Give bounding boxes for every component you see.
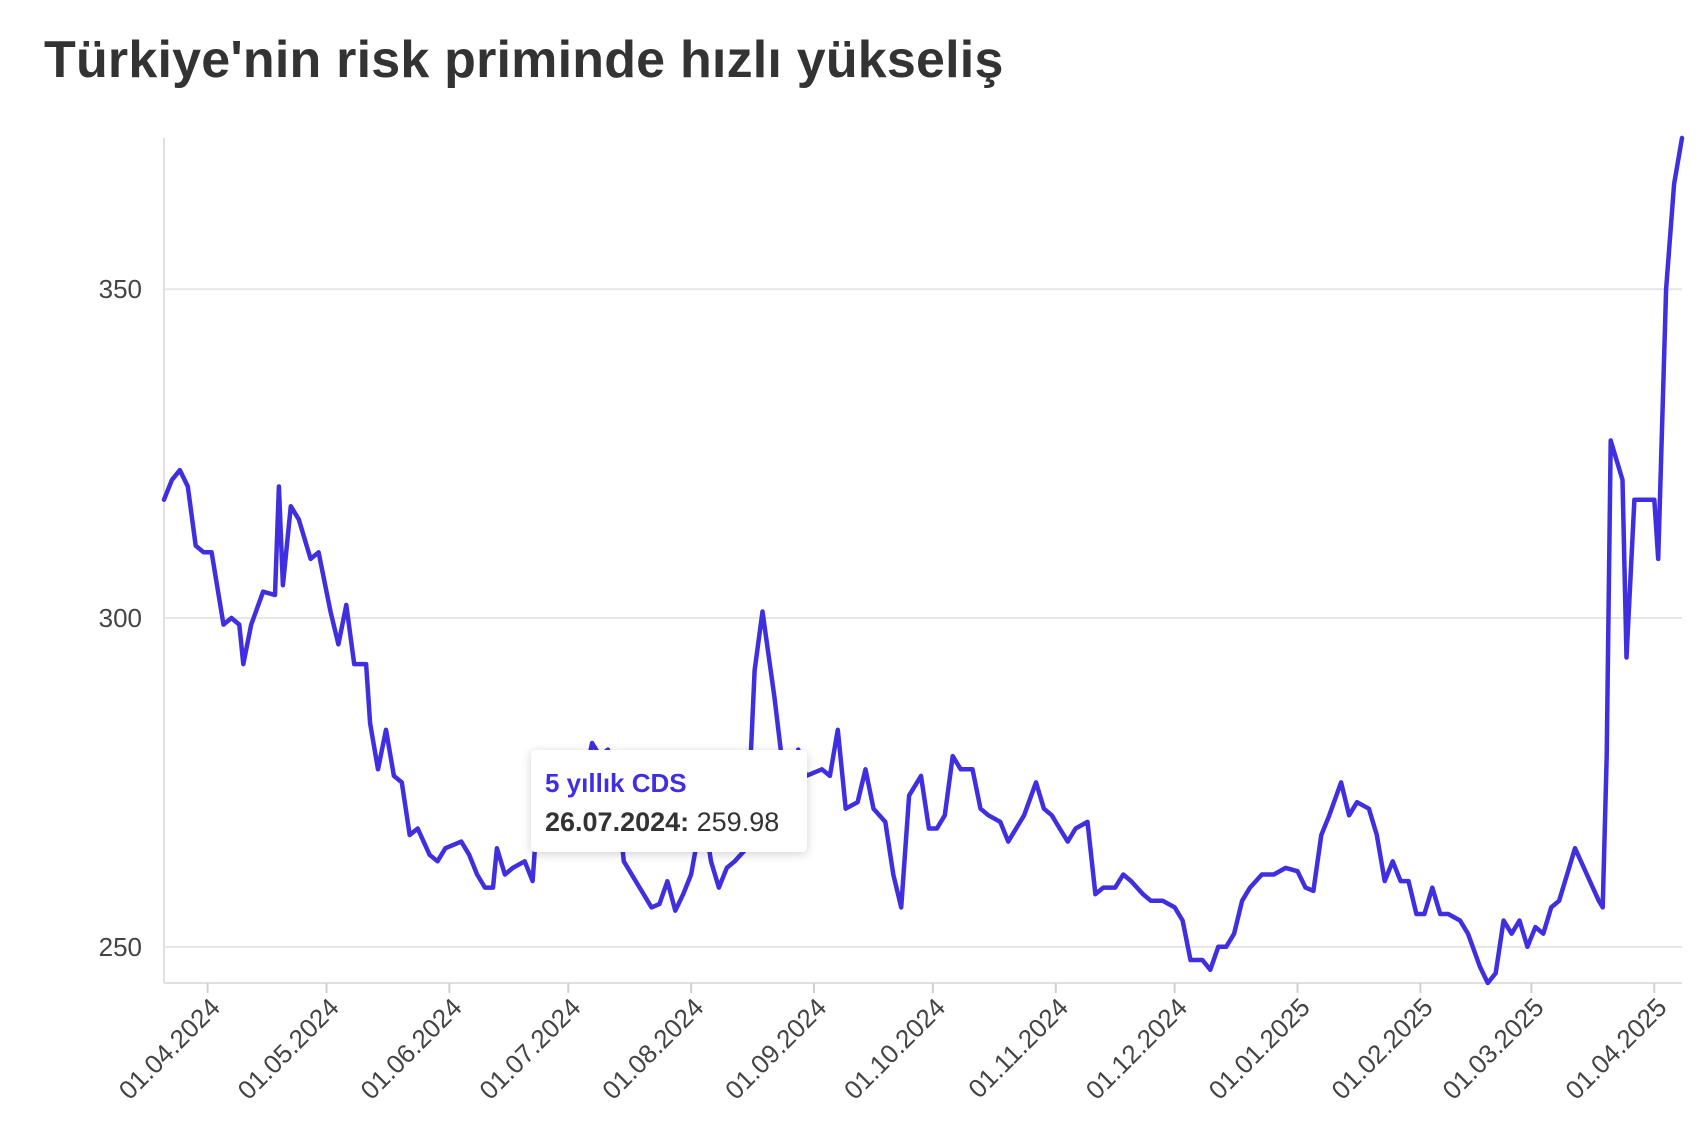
series-group — [161, 135, 1685, 986]
x-tick-label: 01.04.2025 — [1559, 992, 1672, 1105]
y-tick-label: 300 — [99, 603, 142, 633]
grid-lines — [164, 288, 1682, 948]
tooltip-row: 26.07.2024: 259.98 — [545, 807, 793, 838]
x-tick-label: 01.02.2025 — [1325, 992, 1438, 1105]
x-tick-label: 01.11.2024 — [962, 992, 1074, 1104]
x-tick-label: 01.05.2024 — [232, 992, 345, 1105]
hover-tooltip: 5 yıllık CDS 26.07.2024: 259.98 — [531, 750, 807, 852]
series-line — [161, 135, 1685, 986]
x-tick-label: 01.06.2024 — [354, 992, 467, 1105]
tooltip-value: 259.98 — [696, 807, 780, 837]
tooltip-series-name: 5 yıllık CDS — [545, 768, 687, 798]
x-tick-label: 01.04.2024 — [113, 992, 226, 1105]
x-tick-label: 01.08.2024 — [596, 992, 709, 1105]
chart-title: Türkiye'nin risk priminde hızlı yükseliş — [44, 31, 1004, 89]
axes — [163, 138, 1682, 984]
tooltip-date: 26.07.2024: — [545, 807, 690, 837]
y-tick-label: 350 — [99, 274, 142, 304]
x-tick-label: 01.03.2025 — [1436, 992, 1549, 1105]
x-tick-label: 01.10.2024 — [838, 992, 951, 1105]
x-tick-label: 01.12.2024 — [1080, 992, 1193, 1105]
y-tick-label: 250 — [99, 932, 142, 962]
x-tick-label: 01.07.2024 — [473, 992, 586, 1105]
x-axis-ticks: 01.04.2024 01.05.2024 01.06.2024 01.07.2024… — [113, 983, 1672, 1105]
y-axis-ticks: 250 300 350 — [99, 274, 142, 962]
x-tick-label: 01.01.2025 — [1203, 992, 1316, 1105]
x-tick-label: 01.09.2024 — [719, 992, 832, 1105]
